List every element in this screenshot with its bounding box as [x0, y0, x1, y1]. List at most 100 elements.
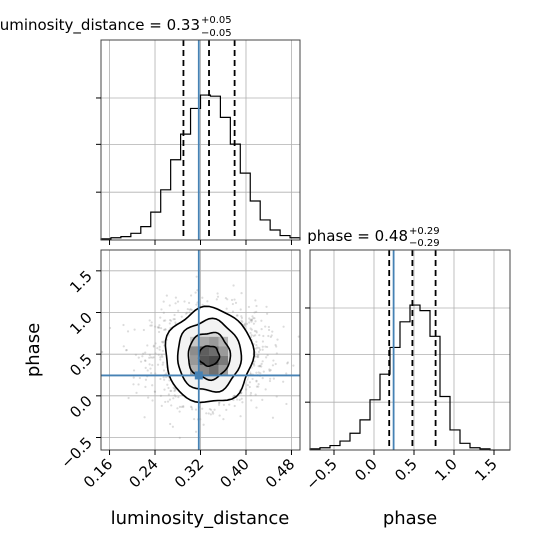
joint-scatter-point — [231, 302, 234, 306]
phase-title-plus: +0.29 — [409, 226, 440, 237]
joint-scatter-point — [257, 350, 261, 353]
joint-scatter-point — [264, 388, 267, 391]
joint-scatter-point — [149, 356, 152, 359]
joint-scatter-point — [108, 326, 112, 330]
joint-scatter-point — [245, 322, 249, 325]
joint-scatter-point — [243, 323, 246, 326]
joint-scatter-point — [254, 355, 257, 358]
joint-scatter-point — [261, 398, 264, 401]
joint-scatter-point — [150, 324, 153, 327]
joint-scatter-point — [195, 303, 198, 306]
joint-scatter-point — [243, 324, 246, 327]
joint-scatter-point — [248, 385, 251, 389]
joint-scatter-point — [249, 318, 252, 321]
joint-density-cell — [218, 346, 229, 356]
joint-scatter-point — [262, 334, 265, 338]
joint-scatter-point — [252, 317, 255, 320]
joint-scatter-point — [241, 320, 244, 323]
joint-scatter-point — [252, 334, 255, 337]
joint-scatter-point — [154, 372, 157, 375]
joint-scatter-point — [272, 359, 275, 362]
joint-scatter-point — [206, 300, 209, 303]
joint-scatter-point — [255, 371, 258, 374]
joint-scatter-point — [135, 391, 138, 394]
joint-contour-2 — [176, 317, 243, 393]
joint-density-cell — [199, 346, 210, 356]
joint-scatter-point — [153, 390, 156, 393]
joint-scatter-point — [261, 340, 265, 343]
joint-density-cell — [209, 336, 219, 347]
joint-scatter-point — [274, 343, 277, 347]
joint-scatter-point — [245, 388, 248, 391]
joint-scatter-point — [176, 300, 180, 303]
joint-scatter-point — [217, 401, 221, 405]
joint-scatter-point — [132, 376, 135, 379]
joint-density-cell — [209, 365, 219, 375]
joint-scatter-point — [255, 330, 258, 333]
joint-scatter-point — [235, 314, 238, 317]
joint-y-tick-label: 1.5 — [66, 267, 96, 297]
joint-scatter-point — [165, 372, 168, 375]
joint-scatter-point — [236, 314, 239, 317]
joint-scatter-point — [275, 345, 278, 348]
joint-scatter-point — [260, 319, 263, 322]
joint-scatter-point — [255, 406, 258, 409]
joint-scatter-point — [255, 380, 258, 383]
phase-hist-frame — [309, 249, 511, 451]
joint-density-cell — [190, 346, 200, 356]
joint-density-cell — [218, 365, 229, 375]
joint-x-tick-label: 0.32 — [171, 455, 207, 491]
joint-scatter-point — [231, 310, 235, 313]
joint-density-cell — [218, 355, 229, 366]
joint-scatter-point — [251, 377, 254, 381]
joint-scatter-point — [205, 412, 208, 415]
joint-scatter-point — [150, 321, 153, 324]
joint-scatter-point — [168, 304, 171, 307]
joint-scatter-point — [171, 425, 174, 428]
joint-scatter-point — [144, 351, 147, 354]
joint-scatter-point — [188, 311, 191, 314]
joint-scatter-point — [192, 417, 196, 421]
joint-scatter-point — [174, 296, 178, 299]
joint-scatter-point — [149, 324, 152, 327]
joint-x-tick-label: 0.48 — [262, 455, 298, 491]
joint-scatter-point — [144, 378, 148, 381]
joint-scatter-point — [201, 303, 204, 306]
joint-scatter-point — [261, 360, 264, 363]
joint-scatter-point — [165, 294, 168, 297]
joint-scatter-point — [158, 348, 161, 351]
joint-scatter-point — [260, 328, 263, 331]
joint-x-tick-label: 0.24 — [125, 455, 161, 491]
joint-scatter-point — [157, 330, 161, 334]
phase-hist-x-tick-label: 0.5 — [391, 455, 421, 485]
joint-scatter-point — [159, 356, 162, 359]
joint-density-cell — [190, 355, 200, 366]
joint-scatter-point — [161, 341, 165, 344]
joint-scatter-point — [125, 349, 128, 352]
joint-scatter-point — [160, 340, 164, 343]
joint-scatter-point — [177, 309, 180, 312]
joint-scatter-point — [275, 352, 278, 355]
joint-scatter-point — [177, 395, 180, 399]
joint-scatter-point — [232, 398, 235, 402]
joint-scatter-point — [143, 416, 146, 419]
joint-scatter-point — [269, 335, 272, 338]
joint-scatter-point — [141, 355, 144, 358]
joint-scatter-point — [183, 300, 186, 303]
joint-scatter-point — [241, 401, 244, 404]
joint-truth-marker — [194, 371, 203, 380]
joint-scatter-point — [186, 307, 189, 311]
joint-scatter-point — [185, 311, 189, 314]
joint-scatter-point — [272, 377, 275, 380]
joint-scatter-point — [253, 360, 256, 363]
joint-scatter-point — [170, 319, 173, 322]
joint-scatter-point — [194, 291, 197, 294]
joint-scatter-point — [159, 394, 163, 397]
joint-scatter-point — [257, 382, 260, 386]
joint-scatter-point — [167, 393, 170, 396]
joint-scatter-point — [255, 379, 258, 382]
joint-scatter-point — [262, 370, 265, 373]
joint-scatter-point — [267, 325, 270, 329]
joint-scatter-point — [180, 315, 183, 318]
